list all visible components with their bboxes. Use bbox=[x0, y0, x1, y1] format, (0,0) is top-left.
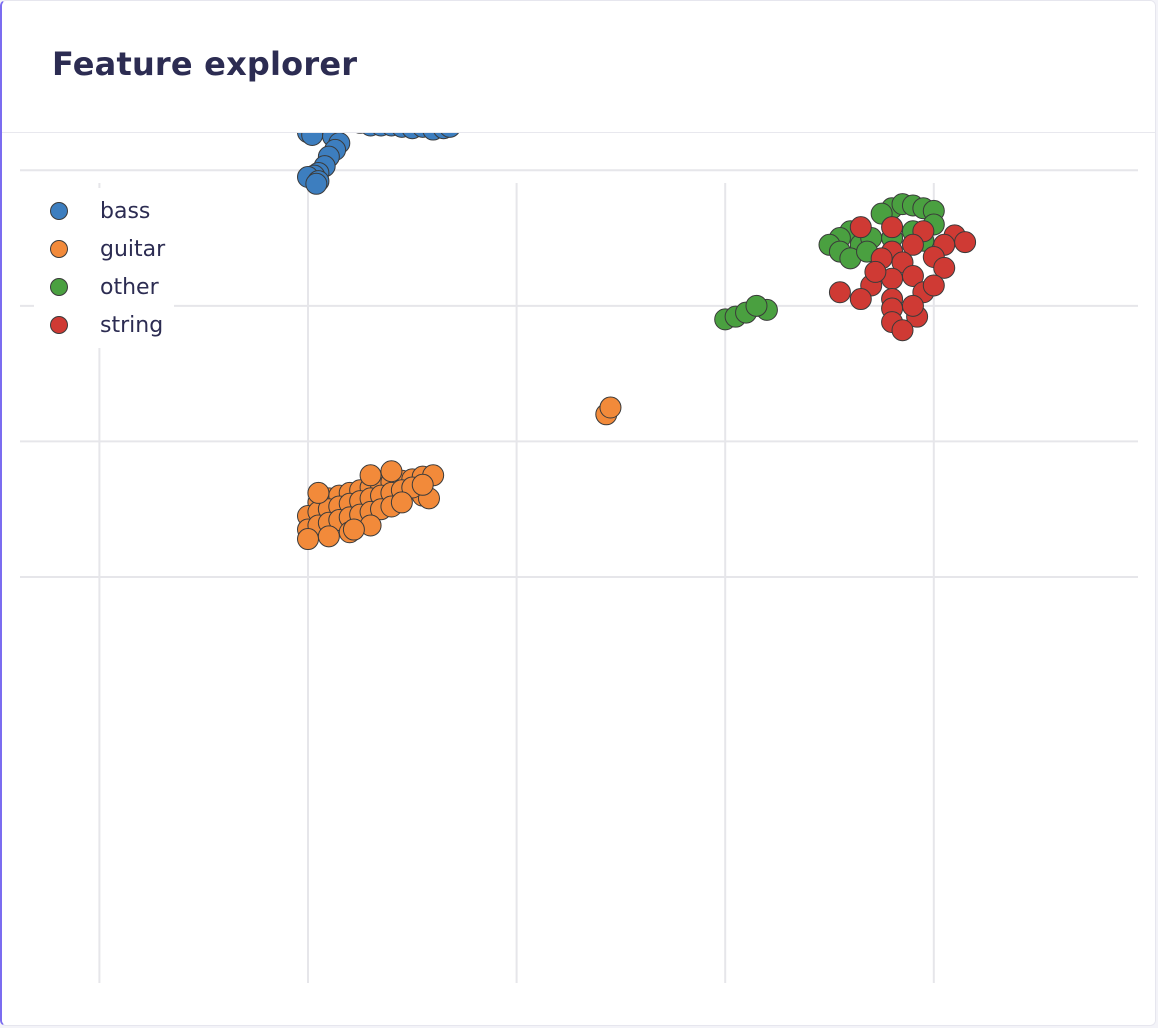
legend-swatch-guitar bbox=[50, 240, 68, 258]
legend-label: bass bbox=[100, 198, 151, 224]
legend-item-bass[interactable]: bass bbox=[50, 196, 150, 226]
card-title: Feature explorer bbox=[52, 45, 358, 83]
series-bass bbox=[297, 133, 460, 195]
point-bass[interactable] bbox=[439, 133, 460, 138]
point-bass[interactable] bbox=[305, 172, 328, 195]
legend-label: guitar bbox=[100, 236, 166, 262]
legend-swatch-other bbox=[50, 278, 68, 296]
legend-item-guitar[interactable]: guitar bbox=[50, 234, 165, 264]
point-string[interactable] bbox=[901, 294, 924, 317]
legend-swatch-string bbox=[50, 316, 68, 334]
point-string[interactable] bbox=[849, 216, 872, 239]
legend-label: other bbox=[100, 274, 159, 300]
legend-label: string bbox=[100, 312, 164, 338]
series-guitar bbox=[297, 396, 622, 551]
point-string[interactable] bbox=[954, 231, 977, 254]
point-string[interactable] bbox=[901, 233, 924, 256]
point-bass[interactable] bbox=[301, 133, 324, 146]
point-other[interactable] bbox=[745, 294, 768, 317]
legend: bass guitar other string bbox=[34, 188, 174, 348]
point-guitar[interactable] bbox=[359, 464, 382, 487]
point-string[interactable] bbox=[933, 256, 956, 279]
point-guitar[interactable] bbox=[380, 460, 403, 483]
card-header: Feature explorer bbox=[2, 1, 1155, 133]
point-guitar[interactable] bbox=[411, 473, 434, 496]
point-guitar[interactable] bbox=[599, 396, 622, 419]
point-string[interactable] bbox=[849, 288, 872, 311]
point-guitar[interactable] bbox=[390, 491, 413, 514]
scatter-plot[interactable] bbox=[2, 133, 1156, 1026]
legend-swatch-bass bbox=[50, 202, 68, 220]
point-guitar[interactable] bbox=[342, 518, 365, 541]
scatter-plot-area[interactable]: bass guitar other string bbox=[2, 133, 1155, 1025]
legend-item-other[interactable]: other bbox=[50, 272, 159, 302]
legend-item-string[interactable]: string bbox=[50, 310, 163, 340]
point-guitar[interactable] bbox=[307, 481, 330, 504]
point-string[interactable] bbox=[891, 319, 914, 342]
series-string bbox=[828, 216, 977, 342]
point-string[interactable] bbox=[881, 216, 904, 239]
point-string[interactable] bbox=[922, 274, 945, 297]
point-string[interactable] bbox=[828, 281, 851, 304]
point-guitar[interactable] bbox=[317, 525, 340, 548]
point-string[interactable] bbox=[864, 260, 887, 283]
point-guitar[interactable] bbox=[297, 528, 319, 551]
